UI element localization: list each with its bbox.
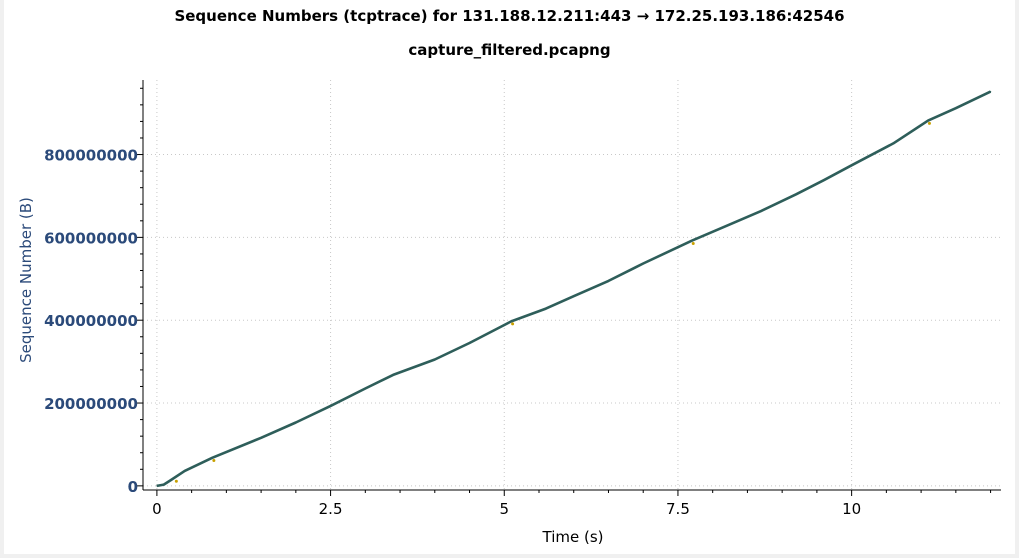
- data-point: [573, 295, 575, 297]
- data-point: [260, 437, 262, 439]
- data-point: [211, 457, 214, 459]
- x-tick-label: 2.5: [319, 500, 343, 518]
- data-point: [760, 210, 762, 212]
- plot-area[interactable]: 0 2.5 5 7.5 10 0 200000000 400000000 600000000 8…: [4, 0, 1015, 554]
- data-point: [510, 320, 512, 323]
- data-point: [691, 240, 693, 242]
- x-tick-label: 5: [499, 500, 509, 518]
- data-point: [642, 262, 644, 265]
- gridlines: [143, 80, 1001, 490]
- data-point: [364, 387, 366, 390]
- data-point: [545, 308, 547, 310]
- series-layer: [156, 90, 992, 488]
- marker-point: [691, 242, 695, 246]
- chart-frame: Sequence Numbers (tcptrace) for 131.188.…: [4, 0, 1015, 554]
- data-point: [156, 485, 158, 487]
- data-point: [170, 479, 172, 481]
- data-point: [607, 280, 610, 282]
- marker-point: [174, 479, 178, 483]
- data-point: [725, 225, 728, 227]
- x-axis-title: Time (s): [542, 528, 604, 546]
- y-tick-label: 600000000: [44, 229, 138, 247]
- x-tick-label: 7.5: [666, 500, 690, 518]
- x-axis-ticks: 0 2.5 5 7.5 10: [152, 490, 992, 518]
- y-axis-ticks: 0 200000000 400000000 600000000 800000000: [44, 87, 143, 496]
- series-line: [156, 90, 992, 488]
- data-point: [434, 358, 436, 361]
- data-point: [892, 142, 894, 144]
- data-point: [989, 90, 992, 93]
- data-point: [295, 421, 297, 424]
- y-tick-label: 200000000: [44, 395, 138, 413]
- data-point: [329, 405, 332, 407]
- y-tick-label: 0: [128, 478, 138, 496]
- data-point: [927, 119, 929, 122]
- data-point: [163, 484, 165, 486]
- chart-title: Sequence Numbers (tcptrace) for 131.188.…: [174, 7, 845, 25]
- y-tick-label: 400000000: [44, 312, 138, 330]
- data-point: [823, 179, 825, 181]
- marker-point: [212, 459, 216, 463]
- data-point: [184, 470, 186, 472]
- data-point: [955, 107, 957, 109]
- x-tick-label: 10: [842, 500, 861, 518]
- marker-point: [511, 322, 515, 326]
- data-point: [795, 193, 797, 195]
- chart-subtitle: capture_filtered.pcapng: [408, 41, 611, 59]
- x-tick-label: 0: [152, 500, 162, 518]
- data-point: [468, 342, 471, 344]
- y-tick-label: 800000000: [44, 147, 138, 165]
- data-point: [851, 164, 853, 166]
- axes: [142, 80, 1001, 491]
- marker-point: [927, 121, 931, 125]
- y-axis-title: Sequence Number (B): [17, 197, 35, 363]
- data-point: [392, 374, 394, 376]
